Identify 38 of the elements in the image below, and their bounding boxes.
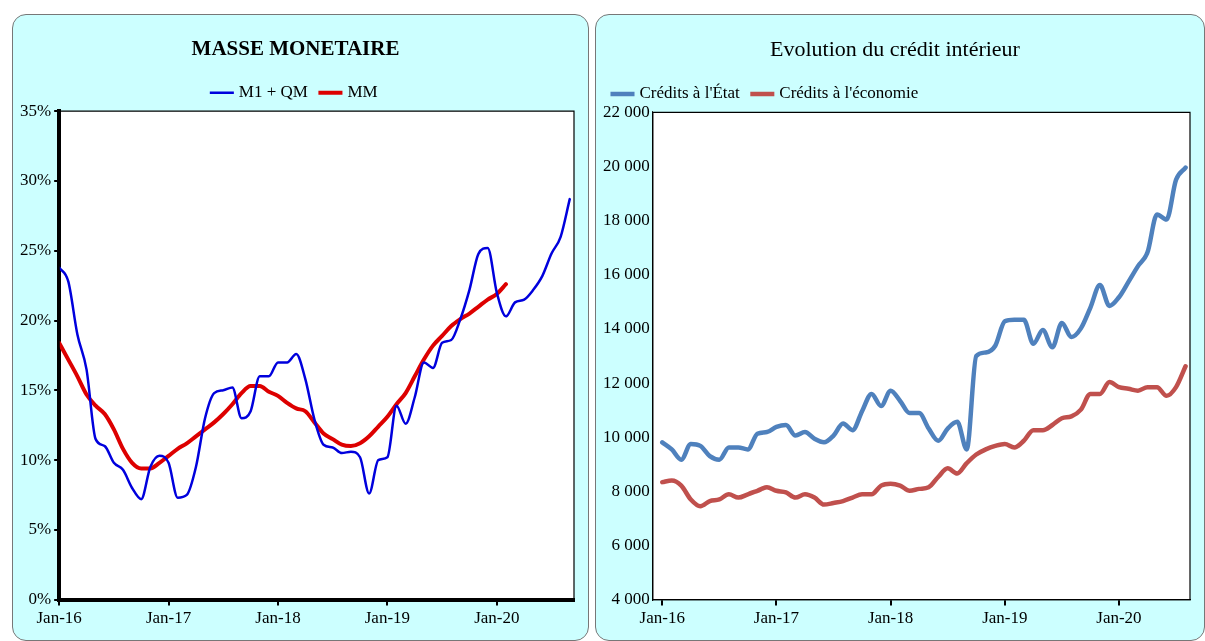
x-tick-label: Jan-20 [474,608,520,628]
x-tick-label: Jan-19 [364,608,411,628]
y-tick-label: 18 000 [603,210,650,230]
line-series [660,364,1188,509]
legend-label: MM [347,82,378,102]
legend-label: Crédits à l'État [639,83,741,103]
y-tick-label: 35% [19,100,52,120]
y-tick-label: 8 000 [611,480,650,500]
x-tick-label: Jan-17 [753,608,800,628]
x-tick-label: Jan-19 [982,608,1028,628]
x-tick-label: Jan-18 [867,608,914,628]
y-tick-label: 20% [19,309,52,329]
y-tick-label: 16 000 [603,264,650,284]
y-tick-label: 0% [28,589,52,609]
line-series [59,282,508,471]
chart-title: Evolution du crédit intérieur [770,35,1021,61]
y-tick-label: 6 000 [611,534,650,554]
y-tick-label: 10% [19,449,52,469]
chart-title: MASSE MONETAIRE [191,36,400,61]
x-tick-label: Jan-16 [36,608,82,628]
x-tick-label: Jan-18 [255,608,301,628]
legend-label: Crédits à l'économie [779,83,919,103]
line-series [59,197,571,501]
y-tick-label: 14 000 [603,318,650,338]
x-tick-label: Jan-20 [1096,608,1142,628]
x-tick-label: Jan-16 [639,608,685,628]
line-series [660,165,1188,462]
y-tick-label: 25% [19,240,52,260]
y-tick-label: 4 000 [611,589,650,609]
legend-label: M1 + QM [238,82,308,102]
y-tick-label: 10 000 [603,426,650,446]
x-tick-label: Jan-17 [145,608,192,628]
y-tick-label: 12 000 [603,372,650,392]
y-tick-label: 5% [28,519,52,539]
y-tick-label: 20 000 [603,156,650,175]
y-tick-label: 30% [19,170,52,190]
y-tick-label: 15% [19,379,52,399]
y-tick-label: 22 000 [603,101,650,121]
